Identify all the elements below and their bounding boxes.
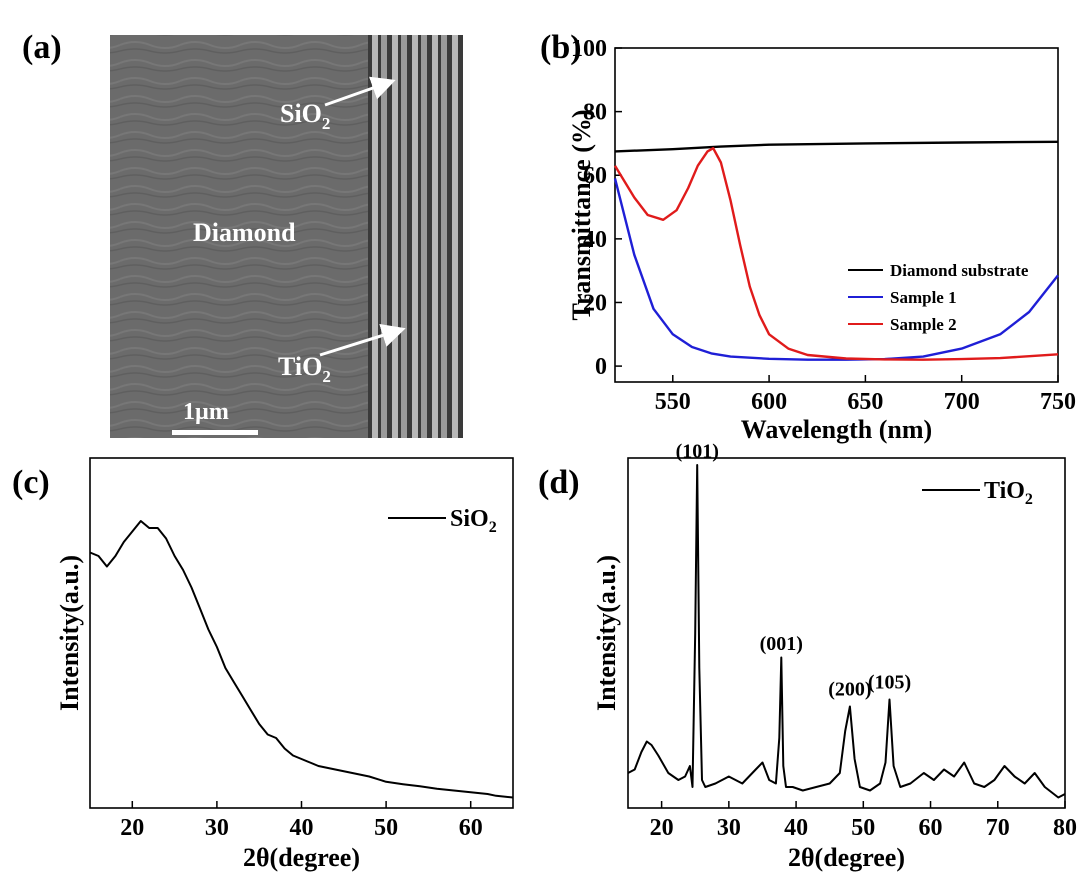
legend-entry: Sample 2: [890, 315, 957, 334]
x-tick-label: 60: [919, 815, 943, 841]
y-tick-label: 100: [571, 36, 607, 62]
tio2-label: TiO2: [278, 352, 331, 386]
x-axis-label: 2θ(degree): [788, 843, 905, 872]
layer-stripe: [432, 35, 438, 438]
panel-b-label: (b): [540, 29, 582, 66]
y-tick-label: 60: [583, 163, 607, 189]
y-tick-label: 40: [583, 227, 607, 253]
chart-c: 20 30 40 50 60 2θ(degree) Intensity(a.u.) SiO2: [55, 457, 514, 872]
layer-stripe: [372, 35, 378, 438]
peak-label: (001): [760, 633, 803, 655]
legend-entry: TiO2: [984, 478, 1033, 508]
x-tick-label: 40: [784, 815, 808, 841]
x-tick-label: 40: [290, 815, 314, 841]
layer-stripe: [381, 35, 387, 438]
layer-stripe: [401, 35, 407, 438]
x-tick-label: 600: [751, 389, 787, 415]
legend-entry: SiO2: [450, 506, 497, 536]
plot-frame: [614, 47, 1059, 383]
panel-c: (c) 20 30 40 50 60 2θ(degree) Intensity(a.u.) S…: [12, 457, 514, 872]
x-tick-label: 550: [655, 389, 691, 415]
x-tick-label: 750: [1040, 389, 1076, 415]
chart-b: 550 600 650 700 750 0 20 40 60 80 100 Wavelength (n…: [567, 36, 1076, 444]
panel-a: (a) SiO2 Diamond TiO2 1µm: [22, 29, 463, 438]
y-tick-label: 80: [583, 100, 607, 126]
x-tick-label: 30: [717, 815, 741, 841]
y-axis-label: Transmittance (%): [567, 109, 596, 320]
x-tick-label: 650: [847, 389, 883, 415]
series-line: [613, 178, 1059, 361]
chart-d: 20 30 40 50 60 70 80 2θ(degree) Intensity(a.u.) (…: [592, 440, 1077, 872]
series-line: [613, 147, 1059, 361]
peak-label: (101): [676, 440, 719, 462]
series-line: [614, 140, 1059, 153]
x-tick-label: 20: [650, 815, 674, 841]
y-axis-label: Intensity(a.u.): [55, 555, 84, 711]
plot-frame: [627, 457, 1066, 809]
tio2-arrow: [319, 323, 406, 357]
series-line: [89, 520, 514, 799]
sem-image: SiO2 Diamond TiO2 1µm: [110, 35, 463, 438]
layer-stripe: [412, 35, 418, 438]
panel-d-label: (d): [538, 464, 580, 501]
x-tick-label: 50: [374, 815, 398, 841]
layer-stripe: [392, 35, 398, 438]
panel-d: (d) 20 30 40 50 60 70 80 2θ(degree) Intensity(a.…: [538, 440, 1077, 872]
sio2-arrow: [324, 76, 396, 107]
diamond-label: Diamond: [193, 218, 296, 247]
x-tick-label: 700: [944, 389, 980, 415]
scalebar-label: 1µm: [183, 399, 229, 425]
panel-c-label: (c): [12, 464, 50, 501]
panel-b: (b) 550 600 650 700 750 0 20 40 60 80 100 Wavelengt…: [540, 29, 1076, 444]
legend-entry: Diamond substrate: [890, 261, 1029, 280]
x-tick-label: 20: [120, 815, 144, 841]
peak-label: (105): [868, 671, 911, 693]
x-tick-label: 30: [205, 815, 229, 841]
x-axis-label: Wavelength (nm): [741, 415, 932, 444]
y-tick-label: 20: [583, 290, 607, 316]
multilayer-stripes: [368, 35, 463, 438]
sio2-label: SiO2: [280, 99, 330, 133]
series-line: [627, 464, 1066, 799]
legend-entry: Sample 1: [890, 288, 957, 307]
x-tick-label: 80: [1053, 815, 1077, 841]
x-tick-label: 70: [986, 815, 1010, 841]
scalebar: [172, 430, 258, 435]
x-tick-label: 60: [459, 815, 483, 841]
y-tick-label: 0: [595, 354, 607, 380]
x-axis-label: 2θ(degree): [243, 843, 360, 872]
layer-stripe: [452, 35, 458, 438]
y-axis-label: Intensity(a.u.): [592, 555, 621, 711]
x-tick-label: 50: [851, 815, 875, 841]
layer-stripe: [441, 35, 447, 438]
peak-label: (200): [828, 678, 871, 700]
layer-stripe: [421, 35, 427, 438]
panel-a-label: (a): [22, 29, 62, 66]
